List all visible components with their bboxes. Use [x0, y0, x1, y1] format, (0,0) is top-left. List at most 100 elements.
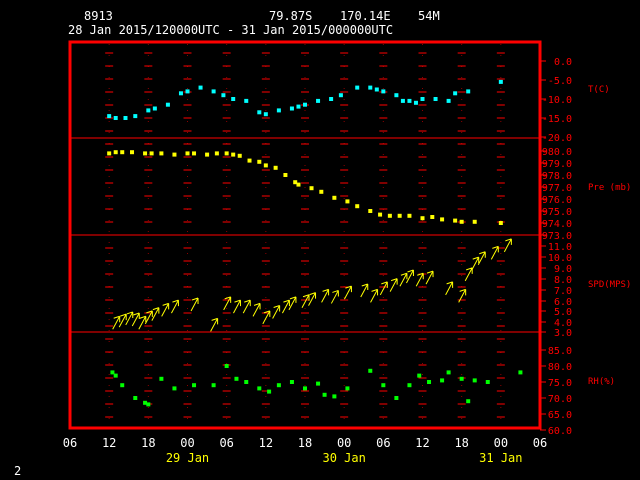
temperature-point: [316, 98, 321, 103]
pressure-point: [345, 199, 350, 204]
y-tick-label: 979.0: [542, 159, 572, 170]
wind-arrow-mark: [360, 283, 369, 298]
humidity-point: [446, 370, 451, 375]
wind-arrow-mark: [288, 296, 297, 311]
humidity-point: [224, 364, 229, 368]
humidity-point: [485, 380, 490, 384]
temperature-point: [303, 102, 307, 107]
temperature-point: [446, 98, 451, 103]
temperature-point: [329, 97, 334, 101]
wind-arrow-mark: [321, 288, 330, 303]
pressure-point: [453, 218, 458, 223]
y-tick-label: 6.0: [554, 297, 572, 308]
y-tick-label: 5.0: [554, 307, 572, 318]
wind-arrow-mark: [242, 299, 251, 314]
y-tick-label: 75.0: [548, 378, 572, 389]
humidity-point: [472, 378, 477, 383]
humidity-point: [417, 373, 422, 378]
humidity-point: [518, 370, 523, 375]
pressure-point: [378, 212, 383, 217]
x-hour-label: 18: [454, 436, 468, 450]
x-hour-label: 18: [298, 436, 312, 450]
station-id: 8913: [84, 9, 113, 23]
humidity-point: [244, 380, 249, 384]
pressure-point: [387, 213, 392, 218]
pressure-point: [159, 151, 164, 156]
y-tick-label: 978.0: [542, 171, 572, 182]
y-tick-label: 80.0: [548, 362, 572, 373]
pressure-point: [293, 180, 298, 185]
y-tick-label: 85.0: [548, 346, 572, 357]
humidity-point: [211, 383, 216, 388]
y-tick-label: -10.0: [542, 95, 572, 106]
humidity-point: [110, 370, 115, 375]
temperature-point: [374, 87, 379, 92]
pressure-point: [205, 152, 210, 157]
pressure-point: [407, 213, 412, 218]
page-number: 2: [14, 464, 22, 478]
x-hour-label: 12: [415, 436, 429, 450]
wind-arrow-mark: [118, 313, 127, 328]
x-hour-label: 06: [63, 436, 77, 450]
temperature-point: [400, 98, 405, 103]
temperature-point: [420, 97, 425, 101]
temperature-point: [123, 116, 128, 120]
humidity-point: [407, 383, 412, 388]
x-date-label: 31 Jan: [479, 451, 522, 465]
temperature-point: [466, 89, 471, 94]
y-tick-label: 10.0: [548, 253, 572, 264]
x-hour-label: 06: [533, 436, 547, 450]
pressure-point: [368, 209, 373, 213]
temperature-point: [231, 97, 236, 101]
wind-arrow-mark: [125, 311, 134, 326]
pressure-point: [143, 151, 148, 156]
y-tick-label: 70.0: [548, 394, 572, 405]
humidity-point: [466, 399, 471, 404]
temperature-point: [394, 93, 399, 98]
pressure-point: [107, 151, 112, 156]
humidity-point: [322, 392, 327, 397]
humidity-point: [257, 386, 262, 391]
pressure-point: [113, 150, 118, 155]
wind-arrow-mark: [210, 317, 219, 332]
wind-arrow-mark: [425, 270, 434, 285]
temperature-point: [433, 97, 438, 101]
humidity-point: [120, 383, 125, 388]
temperature-point: [257, 110, 262, 115]
humidity-point: [368, 368, 373, 373]
temperature-point: [146, 108, 151, 113]
pressure-point: [430, 215, 435, 219]
humidity-point: [316, 381, 321, 386]
temperature-point: [498, 79, 503, 84]
x-hour-label: 00: [494, 436, 508, 450]
wind-arrow-mark: [308, 292, 317, 306]
pressure-point: [149, 151, 154, 156]
y-tick-label: 977.0: [542, 183, 572, 194]
humidity-point: [234, 376, 239, 381]
x-hour-label: 06: [376, 436, 390, 450]
y-tick-label: 3.0: [554, 328, 572, 339]
series-axis-label: RH(%): [588, 377, 615, 387]
temperature-point: [165, 102, 170, 107]
temperature-point: [244, 98, 249, 103]
x-hour-label: 00: [337, 436, 351, 450]
humidity-point: [192, 383, 197, 388]
humidity-point: [440, 378, 445, 383]
pressure-point: [296, 182, 301, 187]
y-tick-label: 9.0: [554, 264, 572, 275]
temperature-point: [453, 91, 458, 96]
pressure-point: [459, 219, 464, 224]
temperature-point: [276, 108, 281, 113]
humidity-point: [427, 380, 432, 384]
y-tick-label: -5.0: [548, 76, 572, 87]
pressure-point: [237, 153, 242, 158]
wind-arrow-mark: [144, 310, 153, 325]
y-tick-label: 975.0: [542, 207, 572, 218]
pressure-point: [231, 152, 236, 157]
wind-arrow-mark: [343, 285, 352, 300]
pressure-point: [120, 150, 125, 155]
wind-arrow-mark: [458, 288, 467, 303]
temperature-point: [381, 89, 386, 94]
y-tick-label: 7.0: [554, 286, 572, 297]
